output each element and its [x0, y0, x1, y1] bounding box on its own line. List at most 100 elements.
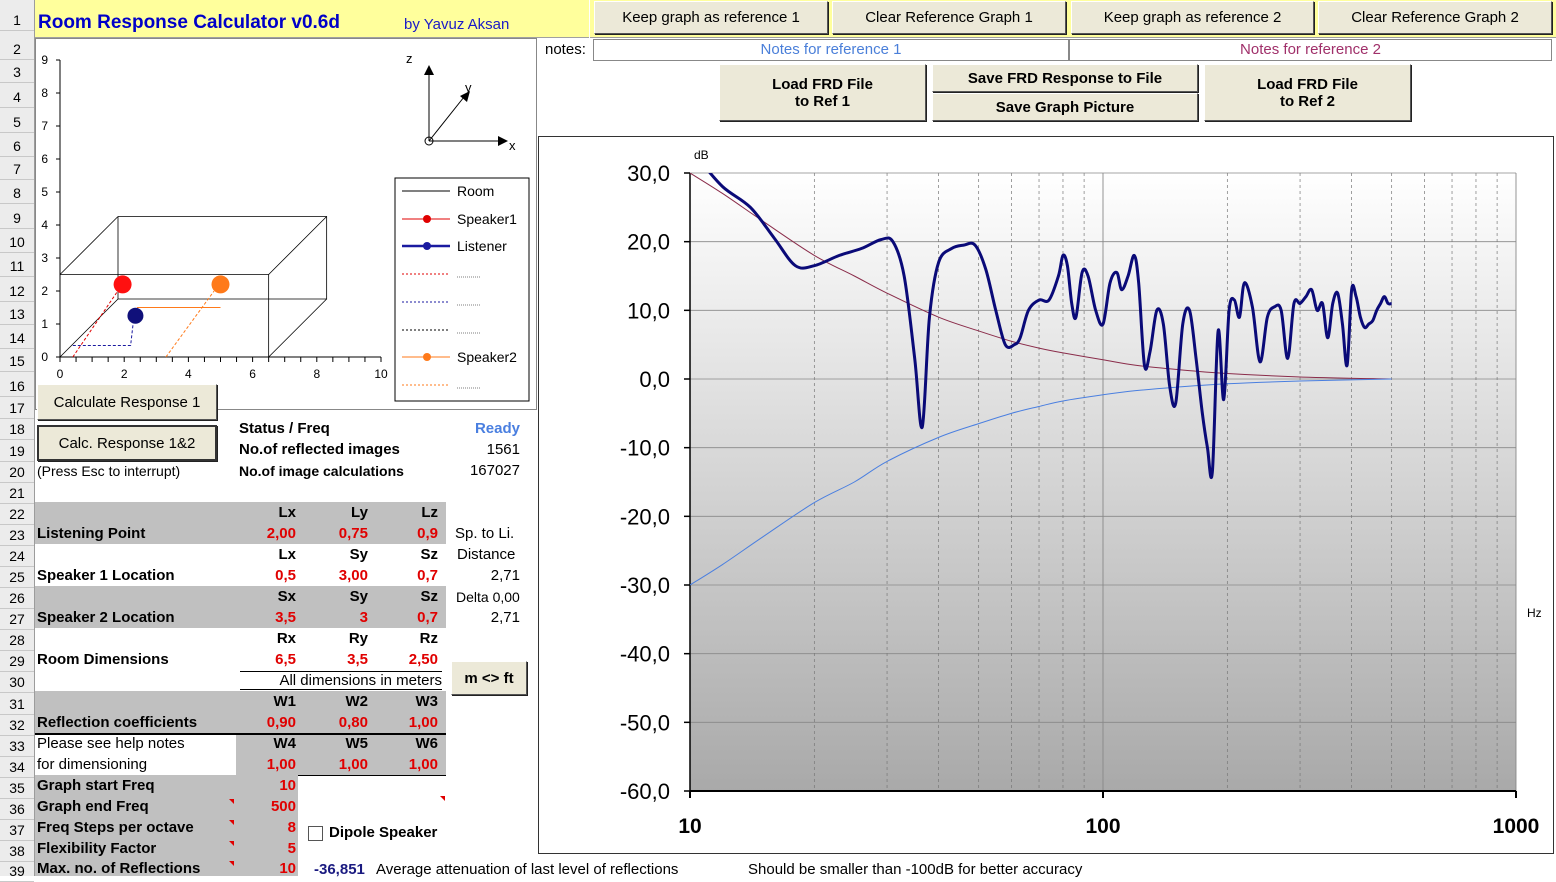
- graph-param-value[interactable]: 8: [287, 819, 296, 836]
- sp-to-li-label: Sp. to Li.: [455, 525, 515, 542]
- chart-x-tick-label: 10: [678, 815, 701, 838]
- listening-value-2[interactable]: 0,9: [417, 525, 438, 542]
- speaker2-value-1[interactable]: 3: [359, 609, 368, 626]
- chart-y-tick-label: -10,0: [620, 436, 670, 461]
- load-frd-ref2-button[interactable]: Load FRD File to Ref 2: [1204, 64, 1411, 121]
- delta-label: Delta 0,00: [456, 589, 520, 605]
- row-number: 17: [0, 400, 34, 419]
- room-value-1[interactable]: 3,5: [347, 651, 368, 668]
- graph-params-bg: [35, 775, 298, 876]
- room-edge: [59, 216, 119, 275]
- dipole-label: Dipole Speaker: [329, 824, 438, 841]
- keep-ref1-button[interactable]: Keep graph as reference 1: [594, 1, 828, 34]
- listener-guide: [72, 317, 135, 346]
- save-frd-button[interactable]: Save FRD Response to File: [932, 64, 1198, 92]
- speaker1-header-2: Sz: [420, 546, 438, 563]
- load-frd-ref1-button[interactable]: Load FRD File to Ref 1: [719, 64, 926, 121]
- notes-label: notes:: [545, 41, 586, 58]
- calculate-response-1-button[interactable]: Calculate Response 1: [37, 384, 217, 420]
- refl-a-value-0[interactable]: 0,90: [266, 714, 296, 731]
- row-number: 5: [0, 114, 34, 133]
- legend-label: Speaker1: [457, 211, 517, 227]
- row-number: 16: [0, 378, 34, 397]
- speaker1-value-0[interactable]: 0,5: [275, 567, 296, 584]
- speaker1-marker: [113, 275, 132, 294]
- graph-param-value[interactable]: 500: [270, 798, 296, 815]
- dipole-checkbox[interactable]: [308, 826, 323, 841]
- attenuation-value: -36,851: [314, 861, 365, 878]
- speaker2-header-1: Sy: [349, 588, 368, 605]
- row-number: 13: [0, 306, 34, 325]
- row-number: 15: [0, 353, 34, 372]
- refl-b-value-0[interactable]: 1,00: [266, 756, 296, 773]
- row-number: 30: [0, 674, 34, 693]
- calculate-response-12-button[interactable]: Calc. Response 1&2: [37, 425, 217, 461]
- room-plot: 0 1 2 3 4 5 6 7 8 9 0 2 4 6 8 10 z y x Room Speaker1 Listener…: [41, 51, 530, 402]
- speaker1-value-2[interactable]: 0,7: [417, 567, 438, 584]
- graph-param-value[interactable]: 5: [287, 840, 296, 857]
- speaker2-value-2[interactable]: 0,7: [417, 609, 438, 626]
- speaker2-label: Speaker 2 Location: [37, 609, 175, 626]
- row-number: 8: [0, 185, 34, 204]
- refl-b-value-2[interactable]: 1,00: [408, 756, 438, 773]
- listening-header-2: Lz: [421, 504, 438, 521]
- chart-y-axis-label: dB: [694, 148, 709, 162]
- room-header-0: Rx: [276, 630, 296, 647]
- clear-ref1-button[interactable]: Clear Reference Graph 1: [832, 1, 1066, 34]
- listening-value-0[interactable]: 2,00: [266, 525, 296, 542]
- row-number: 19: [0, 443, 34, 462]
- save-graph-picture-button[interactable]: Save Graph Picture: [932, 93, 1198, 121]
- clear-ref2-button[interactable]: Clear Reference Graph 2: [1318, 1, 1552, 34]
- row-number: 31: [0, 696, 34, 715]
- speaker2-value-0[interactable]: 3,5: [275, 609, 296, 626]
- triad-x-label: x: [509, 138, 516, 153]
- speaker2-header-2: Sz: [420, 588, 438, 605]
- plot-y-tick-label: 7: [41, 119, 48, 133]
- listening-value-1[interactable]: 0,75: [338, 525, 368, 542]
- row-number: 27: [0, 611, 34, 630]
- series-line-0: [708, 173, 1392, 480]
- row-number: 32: [0, 717, 34, 736]
- listener-marker: [127, 307, 144, 324]
- row-header: 1 2 3 4 5 6 7 8 9 10 11 12 13 14 15 16 17 18 19 20 21 22 23 24 2…: [0, 0, 35, 882]
- status-label: Status / Freq: [239, 420, 330, 437]
- refl-b-value-1[interactable]: 1,00: [338, 756, 368, 773]
- attenuation-label: Average attenuation of last level of ref…: [376, 861, 679, 878]
- comment-marker: [229, 861, 234, 866]
- unit-toggle-button[interactable]: m <> ft: [451, 661, 527, 695]
- plot-x-tick-label: 10: [374, 367, 388, 381]
- room-edge: [59, 298, 119, 358]
- speaker1-value-1[interactable]: 3,00: [338, 567, 368, 584]
- graph-param-value[interactable]: 10: [279, 860, 296, 877]
- keep-ref2-button[interactable]: Keep graph as reference 2: [1071, 1, 1314, 34]
- reflected-images-label: No.of reflected images: [239, 441, 400, 458]
- row-number: 35: [0, 780, 34, 799]
- load-frd-ref1-line1: Load FRD File: [772, 75, 873, 93]
- response-chart-panel: 30,0 20,0 10,0 0,0 -10,0 -20,0 -30,0 -40,0 -50,0…: [538, 136, 1554, 854]
- chart-x-axis-label: Hz: [1527, 606, 1542, 620]
- row-number: 28: [0, 632, 34, 651]
- help-notes-label: Please see help notes: [37, 735, 185, 752]
- room-edge: [268, 298, 327, 358]
- room-value-0[interactable]: 6,5: [275, 651, 296, 668]
- load-frd-ref2-line2: to Ref 2: [1279, 92, 1335, 110]
- graph-param-value[interactable]: 10: [279, 777, 296, 794]
- notes-ref1-field[interactable]: Notes for reference 1: [593, 39, 1069, 61]
- notes-ref2-field[interactable]: Notes for reference 2: [1069, 39, 1552, 61]
- refl-a-value-1[interactable]: 0,80: [338, 714, 368, 731]
- reflected-images-value: 1561: [486, 441, 520, 458]
- row-number: 21: [0, 485, 34, 504]
- room-value-2[interactable]: 2,50: [408, 651, 438, 668]
- row-number: 34: [0, 759, 34, 778]
- row-number: 33: [0, 738, 34, 757]
- refl-a-value-2[interactable]: 1,00: [408, 714, 438, 731]
- row-number: 2: [0, 41, 34, 60]
- refl-a-header-1: W2: [345, 693, 369, 710]
- image-calcs-value: 167027: [469, 462, 520, 479]
- plot-y-tick-label: 9: [41, 53, 48, 67]
- row-number: 24: [0, 548, 34, 567]
- speaker2-row-bg: [35, 586, 446, 628]
- row-number: 7: [0, 161, 34, 180]
- row-number: 22: [0, 506, 34, 525]
- row-number: 1: [0, 12, 34, 31]
